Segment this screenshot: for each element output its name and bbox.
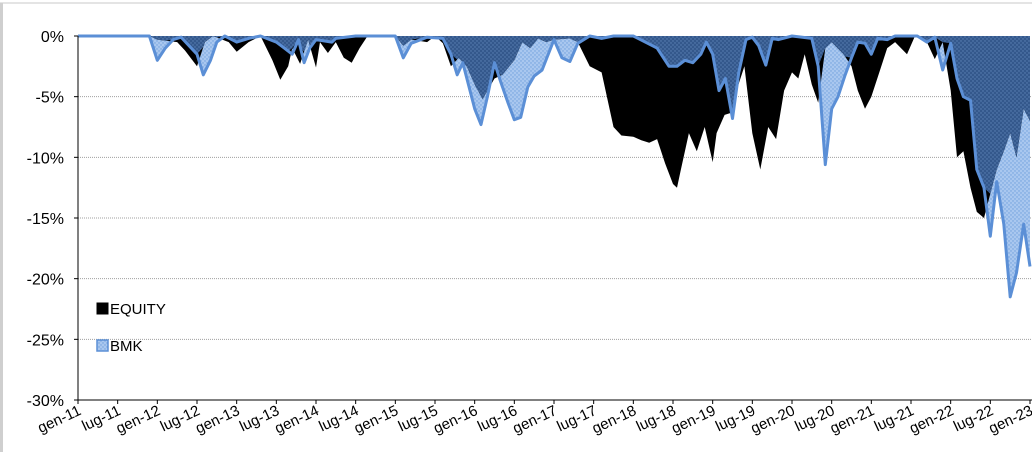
overlap-area <box>78 36 1030 194</box>
x-tick-label: gen-18 <box>589 402 639 437</box>
x-tick-label: gen-23 <box>986 402 1032 437</box>
bmk-area <box>78 36 1030 297</box>
y-tick-label: -30% <box>27 393 64 410</box>
y-tick-label: -10% <box>27 150 64 167</box>
x-tick-label: gen-22 <box>907 402 957 437</box>
plot-area <box>78 34 1032 299</box>
x-tick-label: gen-13 <box>193 402 243 437</box>
x-tick-label: gen-21 <box>827 402 877 437</box>
x-tick-label: gen-16 <box>431 402 481 437</box>
y-axis-ticks: 0% -5% -10% -15% -20% -25% -30% <box>27 29 78 410</box>
left-frame-bar <box>0 3 3 452</box>
x-tick-label: gen-15 <box>351 402 401 437</box>
y-tick-label: -20% <box>27 272 64 289</box>
bmk-line <box>78 34 1032 299</box>
x-tick-label: gen-19 <box>669 402 719 437</box>
y-tick-label: -15% <box>27 211 64 228</box>
y-tick-label: -25% <box>27 332 64 349</box>
gridlines <box>78 96 1032 401</box>
y-tick-label: -5% <box>36 90 64 107</box>
legend-item-equity: EQUITY <box>96 301 166 318</box>
x-tick-label: gen-20 <box>748 402 798 437</box>
y-tick-label: 0% <box>41 29 64 46</box>
legend-label-bmk: BMK <box>110 338 143 355</box>
equity-area <box>78 36 1030 218</box>
x-tick-label: gen-17 <box>510 402 560 437</box>
legend-item-bmk: BMK <box>96 338 143 355</box>
legend: EQUITY BMK <box>96 301 166 355</box>
x-tick-label: gen-12 <box>113 402 163 437</box>
legend-label-equity: EQUITY <box>110 301 166 318</box>
legend-swatch-equity <box>96 302 109 315</box>
legend-swatch-bmk <box>96 339 109 352</box>
x-tick-label: gen-14 <box>272 402 322 437</box>
x-axis-ticks: gen-11lug-11gen-12lug-12gen-13lug-13gen-… <box>35 400 1032 437</box>
